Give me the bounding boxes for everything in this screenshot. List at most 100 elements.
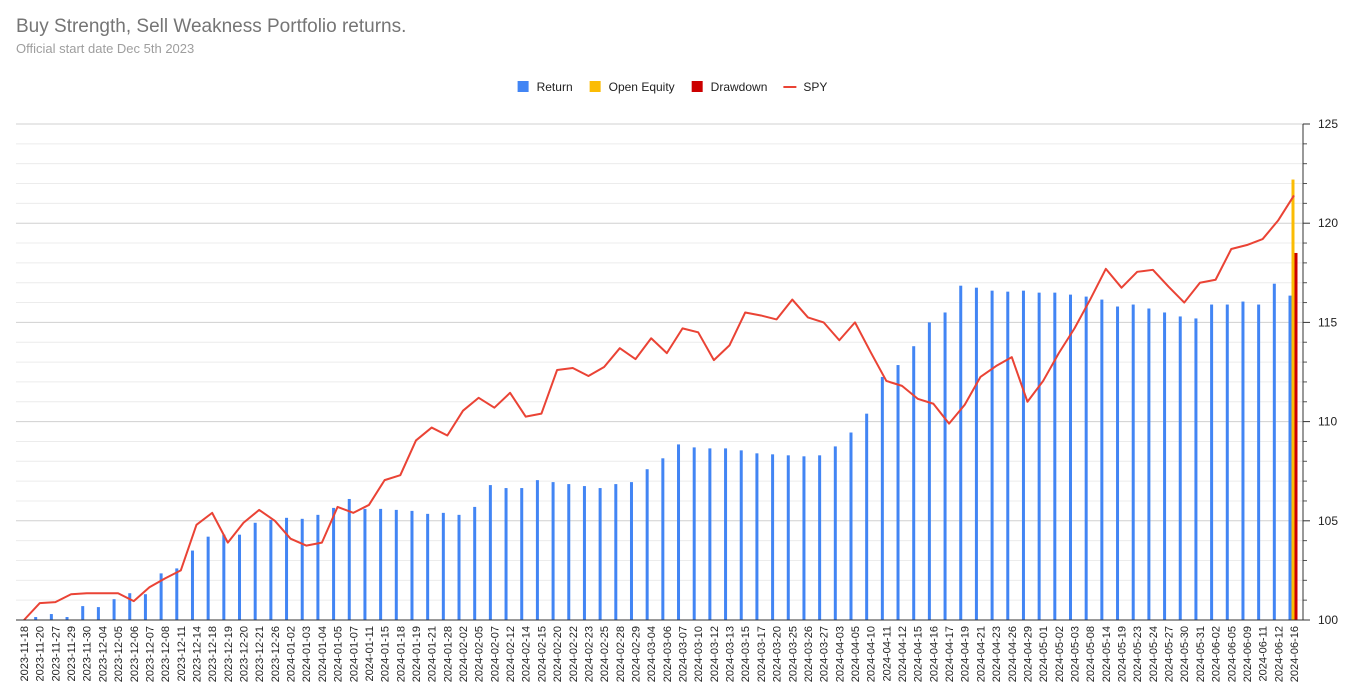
bar — [1131, 304, 1135, 620]
x-tick-label: 2023-11-20 — [35, 626, 47, 681]
x-tick-label: 2024-05-30 — [1179, 626, 1191, 682]
bar — [802, 456, 806, 620]
y-tick-label: 120 — [1318, 216, 1338, 230]
bar — [96, 607, 100, 620]
bar — [300, 518, 304, 620]
bar — [159, 573, 163, 620]
x-tick-label: 2024-02-12 — [505, 626, 517, 682]
bar — [457, 514, 461, 620]
bar — [943, 312, 947, 620]
x-tick-label: 2023-12-07 — [144, 626, 156, 682]
bar — [1021, 290, 1025, 620]
x-tick-label: 2024-06-12 — [1273, 626, 1285, 682]
x-tick-label: 2023-11-30 — [82, 626, 94, 681]
bar — [379, 508, 383, 620]
bar — [912, 346, 916, 620]
bar — [849, 432, 853, 620]
bar — [238, 534, 242, 620]
bar — [629, 482, 633, 620]
bar — [551, 482, 555, 620]
x-tick-label: 2024-05-01 — [1038, 626, 1050, 682]
x-tick-label: 2024-03-10 — [693, 626, 705, 682]
legend: Return Open Equity Drawdown SPY — [517, 80, 827, 94]
bar — [128, 593, 132, 620]
bar — [1194, 318, 1198, 620]
bar — [112, 599, 116, 620]
bar — [347, 498, 351, 620]
x-tick-label: 2024-04-21 — [975, 626, 987, 682]
x-tick-label: 2023-11-27 — [50, 626, 62, 681]
bar — [786, 455, 790, 620]
x-tick-label: 2024-03-12 — [709, 626, 721, 682]
x-tick-label: 2024-06-02 — [1211, 626, 1223, 682]
bar — [1288, 295, 1292, 620]
bar — [1116, 306, 1120, 620]
bar — [206, 536, 210, 620]
x-tick-label: 2024-04-03 — [834, 626, 846, 682]
x-tick-label: 2024-05-19 — [1117, 626, 1129, 682]
bar — [269, 519, 273, 620]
bar — [865, 413, 869, 620]
x-tick-label: 2023-12-21 — [254, 626, 266, 682]
x-tick-label: 2024-02-28 — [615, 626, 627, 682]
x-tick-label: 2024-02-25 — [599, 626, 611, 682]
x-tick-label: 2024-05-31 — [1195, 626, 1207, 682]
y-tick-label: 100 — [1318, 613, 1338, 627]
bar — [582, 486, 586, 620]
bar — [222, 534, 226, 620]
bar — [332, 507, 336, 620]
bar — [677, 444, 681, 620]
x-tick-label: 2024-06-16 — [1289, 626, 1301, 682]
x-tick-label: 2024-04-05 — [850, 626, 862, 682]
x-tick-label: 2024-06-05 — [1226, 626, 1238, 682]
bar — [1068, 294, 1072, 620]
x-tick-label: 2024-05-27 — [1164, 626, 1176, 682]
bar — [1272, 283, 1276, 620]
bar — [285, 517, 289, 620]
x-tick-label: 2024-05-24 — [1148, 626, 1160, 682]
x-tick-label: 2024-05-02 — [1054, 626, 1066, 682]
y-tick-label: 115 — [1318, 315, 1337, 329]
x-tick-label: 2024-01-28 — [442, 626, 454, 682]
bar — [896, 365, 900, 620]
x-tick-label: 2024-04-11 — [881, 626, 893, 681]
bar — [990, 290, 994, 620]
bar — [708, 448, 712, 620]
x-tick-label: 2024-03-25 — [787, 626, 799, 682]
x-tick-label: 2023-11-18 — [19, 626, 31, 681]
bar — [1294, 252, 1298, 620]
x-tick-label: 2024-03-07 — [678, 626, 690, 682]
x-tick-label: 2023-12-11 — [176, 626, 188, 681]
bar — [1225, 304, 1229, 620]
x-tick-label: 2024-05-03 — [1069, 626, 1081, 682]
x-tick-label: 2024-03-26 — [803, 626, 815, 682]
bar — [645, 469, 649, 620]
x-tick-label: 2024-01-04 — [317, 626, 329, 682]
bar — [724, 448, 728, 620]
bar — [833, 446, 837, 620]
y-tick-label: 125 — [1318, 117, 1338, 131]
x-tick-label: 2024-04-19 — [960, 626, 972, 682]
x-tick-label: 2023-12-08 — [160, 626, 172, 682]
bar — [1084, 296, 1088, 620]
bar — [316, 514, 320, 620]
x-tick-label: 2024-03-04 — [646, 626, 658, 682]
x-tick-label: 2023-12-20 — [239, 626, 251, 682]
x-tick-label: 2024-02-14 — [521, 626, 533, 682]
legend-swatch — [517, 81, 529, 92]
bar — [739, 450, 743, 620]
bar — [1006, 291, 1010, 620]
bar — [614, 484, 618, 620]
legend-label: SPY — [803, 80, 827, 94]
x-tick-label: 2023-12-19 — [223, 626, 235, 682]
x-tick-label: 2024-03-17 — [756, 626, 768, 682]
legend-label: Drawdown — [711, 80, 768, 94]
x-tick-label: 2024-04-16 — [928, 626, 940, 682]
bar — [880, 376, 884, 620]
bar — [1147, 308, 1151, 620]
bar — [363, 508, 367, 620]
bar — [1178, 316, 1182, 620]
x-tick-label: 2024-03-15 — [740, 626, 752, 682]
x-tick-label: 2023-12-04 — [97, 626, 109, 682]
